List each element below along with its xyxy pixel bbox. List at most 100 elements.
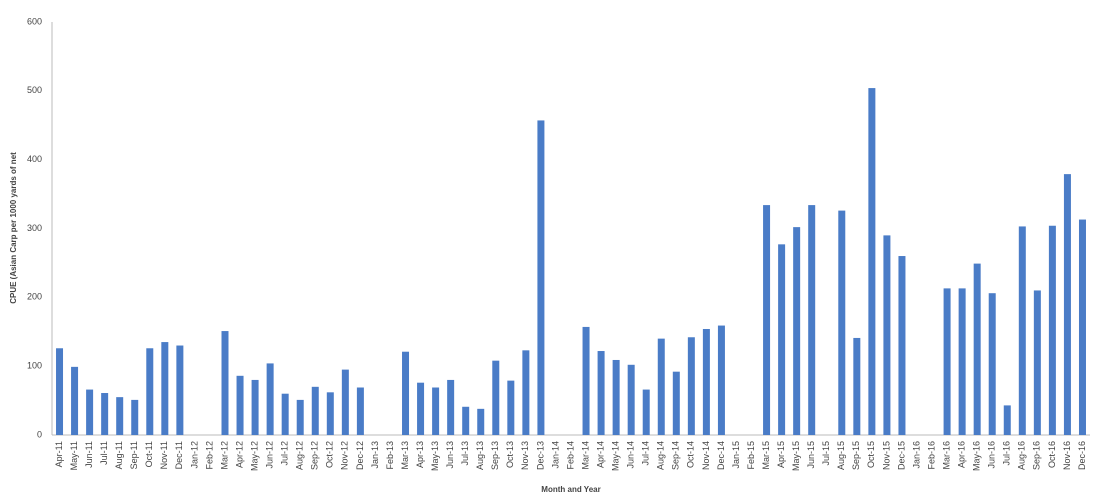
x-tick-label: Jul-12 [280,441,290,466]
x-tick-label: Jun-11 [84,441,94,468]
x-tick-label: Dec-12 [355,441,365,470]
bar [657,338,665,435]
bar [131,399,139,435]
bar [326,392,334,435]
x-tick-label: Mar-14 [580,441,590,470]
bar [672,371,680,435]
x-tick-label: Feb-16 [926,441,936,470]
x-tick-label: Dec-15 [896,441,906,470]
bar [808,205,816,435]
x-tick-label: Jul-16 [1002,441,1012,466]
x-tick-label: Mar-12 [219,441,229,470]
bar [251,379,259,435]
x-tick-label: Jun-14 [626,441,636,469]
x-tick-label: Aug-12 [295,441,305,470]
bar [522,350,530,435]
bar [161,342,169,435]
x-tick-label: Jul-11 [99,441,109,465]
x-tick-label: Sep-13 [490,441,500,470]
x-tick-label: Feb-14 [565,441,575,470]
y-tick-label: 500 [27,85,42,95]
bar [447,379,455,435]
x-tick-label: Jun-16 [987,441,997,469]
bar [883,235,891,435]
y-tick-label: 200 [27,292,42,302]
bar [988,293,996,435]
x-tick-label: Sep-15 [851,441,861,470]
x-tick-label: Apr-11 [54,441,64,467]
x-tick-label: Sep-11 [129,441,139,469]
bar [341,369,349,435]
bar [537,120,545,435]
bar [1048,225,1056,435]
x-tick-label: Apr-14 [595,441,605,468]
x-tick-label: Nov-12 [340,441,350,470]
bar [1078,219,1086,435]
x-tick-label: Feb-13 [385,441,395,470]
x-tick-label: Sep-12 [310,441,320,470]
x-tick-label: Jul-13 [460,441,470,466]
x-tick-label: Mar-15 [761,441,771,470]
x-tick-label: Jun-13 [445,441,455,469]
x-tick-label: Nov-16 [1062,441,1072,470]
x-tick-label: Apr-15 [776,441,786,468]
bar [627,364,635,435]
x-tick-label: Aug-11 [114,441,124,469]
x-tick-label: Mar-16 [941,441,951,470]
x-tick-label: Oct-12 [325,441,335,468]
bar [507,380,515,435]
bar [612,359,620,435]
x-tick-label: Sep-16 [1032,441,1042,470]
x-tick-label: Jan-12 [189,441,199,469]
x-tick-label: Jan-14 [550,441,560,469]
bar [1063,174,1071,435]
x-tick-label: Oct-16 [1047,441,1057,468]
x-tick-label: Jan-16 [911,441,921,469]
bar [86,389,94,435]
bar [56,348,64,435]
x-tick-label: May-16 [972,441,982,471]
x-tick-label: Aug-15 [836,441,846,470]
x-tick-label: May-12 [249,441,259,471]
x-tick-label: Aug-16 [1017,441,1027,470]
x-tick-label: Nov-15 [881,441,891,470]
bar [492,360,500,435]
bar [853,337,861,435]
x-tick-label: Oct-14 [686,441,696,468]
x-tick-label: Dec-14 [716,441,726,470]
x-tick-label: Jun-12 [265,441,275,469]
x-tick-label: Nov-13 [520,441,530,470]
bar [838,210,846,435]
x-tick-label: Apr-13 [415,441,425,468]
y-tick-label: 100 [27,361,42,371]
bar [943,288,951,435]
x-tick-label: May-13 [430,441,440,471]
x-tick-label: Jul-15 [821,441,831,466]
bar [582,326,590,435]
y-tick-label: 0 [37,429,42,439]
y-axis-label: CPUE (Asian Carp per 1000 yards of net [9,152,18,304]
bar [1018,226,1026,435]
x-tick-label: Nov-14 [701,441,711,470]
bar [973,263,981,435]
x-tick-label: Oct-15 [866,441,876,468]
x-tick-label: Jun-15 [806,441,816,469]
x-tick-label: Jan-15 [731,441,741,469]
bar [176,345,184,435]
bar [763,205,771,435]
bar [1033,290,1041,435]
x-tick-label: Apr-16 [957,441,967,468]
x-tick-label: Dec-11 [174,441,184,469]
x-tick-label: May-15 [791,441,801,471]
x-tick-label: Jan-13 [370,441,380,469]
x-tick-label: Nov-11 [159,441,169,469]
bar [356,387,364,435]
bar [281,393,289,435]
bar [642,389,650,435]
bar [958,288,966,435]
x-tick-label: Oct-13 [505,441,515,468]
x-tick-label: Dec-16 [1077,441,1087,470]
bar [402,351,410,435]
x-tick-label: Dec-13 [535,441,545,470]
bar [146,348,154,435]
